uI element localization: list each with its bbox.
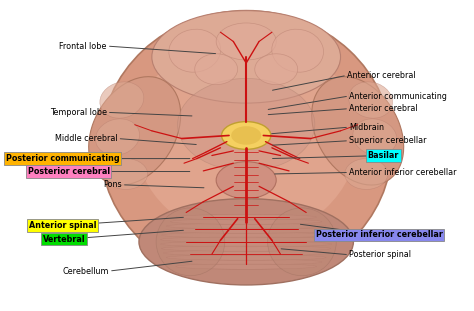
- Ellipse shape: [169, 29, 220, 72]
- Ellipse shape: [178, 78, 315, 171]
- Ellipse shape: [100, 82, 144, 118]
- Text: Anterior cerebral: Anterior cerebral: [349, 104, 418, 113]
- Text: Temporal lobe: Temporal lobe: [50, 108, 107, 117]
- Text: Posterior spinal: Posterior spinal: [349, 250, 411, 259]
- Ellipse shape: [272, 29, 324, 72]
- Text: Frontal lobe: Frontal lobe: [59, 42, 107, 51]
- Text: Pons: Pons: [103, 180, 122, 189]
- Ellipse shape: [166, 223, 326, 229]
- Ellipse shape: [161, 237, 332, 242]
- Ellipse shape: [268, 208, 336, 276]
- Ellipse shape: [195, 54, 237, 85]
- Ellipse shape: [170, 219, 322, 225]
- Ellipse shape: [221, 122, 271, 149]
- Text: Anterior cerebral: Anterior cerebral: [347, 71, 416, 80]
- Ellipse shape: [152, 11, 340, 103]
- Ellipse shape: [162, 246, 331, 251]
- Ellipse shape: [176, 264, 317, 269]
- Ellipse shape: [166, 255, 326, 260]
- Ellipse shape: [96, 119, 139, 155]
- Ellipse shape: [139, 199, 354, 285]
- Ellipse shape: [89, 77, 181, 185]
- Text: Vertebral: Vertebral: [43, 235, 85, 244]
- Ellipse shape: [353, 119, 397, 155]
- Ellipse shape: [216, 23, 276, 60]
- Text: Posterior inferior cerebellar: Posterior inferior cerebellar: [316, 230, 443, 239]
- Ellipse shape: [231, 126, 261, 145]
- Text: Anterior communicating: Anterior communicating: [349, 91, 447, 100]
- Ellipse shape: [164, 228, 329, 233]
- Ellipse shape: [348, 82, 392, 118]
- Ellipse shape: [100, 11, 392, 282]
- Ellipse shape: [176, 214, 317, 220]
- Ellipse shape: [170, 259, 322, 265]
- Ellipse shape: [312, 77, 404, 185]
- Text: Posterior communicating: Posterior communicating: [6, 154, 119, 163]
- Ellipse shape: [345, 159, 388, 189]
- Text: Basilar: Basilar: [368, 151, 399, 160]
- Ellipse shape: [161, 241, 332, 247]
- Text: Anterior spinal: Anterior spinal: [29, 221, 96, 230]
- Text: Posterior cerebral: Posterior cerebral: [27, 167, 109, 176]
- Text: Superior cerebellar: Superior cerebellar: [349, 136, 427, 145]
- Ellipse shape: [216, 162, 276, 199]
- Text: Cerebellum: Cerebellum: [63, 267, 109, 276]
- Text: Anterior inferior cerebellar: Anterior inferior cerebellar: [349, 168, 456, 177]
- Ellipse shape: [135, 35, 358, 239]
- Ellipse shape: [164, 250, 329, 256]
- Text: Midbrain: Midbrain: [349, 123, 384, 132]
- Ellipse shape: [255, 54, 298, 85]
- Text: Middle cerebral: Middle cerebral: [55, 134, 118, 143]
- Ellipse shape: [156, 208, 225, 276]
- Ellipse shape: [105, 159, 147, 189]
- Ellipse shape: [162, 232, 331, 238]
